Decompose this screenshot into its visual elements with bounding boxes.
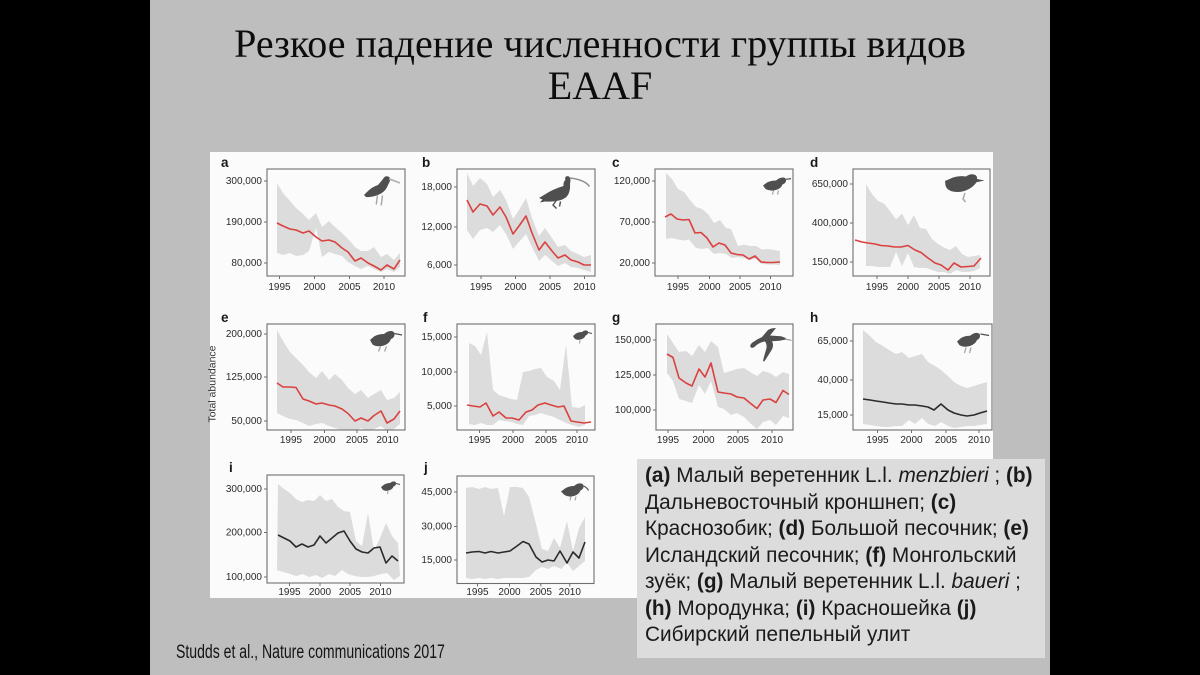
- svg-text:f: f: [423, 310, 428, 325]
- svg-text:2005: 2005: [935, 435, 958, 446]
- svg-text:100,000: 100,000: [226, 572, 263, 583]
- svg-text:2000: 2000: [309, 587, 332, 598]
- svg-text:125,000: 125,000: [226, 372, 263, 383]
- svg-text:65,000: 65,000: [817, 336, 848, 347]
- svg-text:2010: 2010: [376, 435, 399, 446]
- svg-text:Total abundance: Total abundance: [207, 345, 219, 422]
- svg-text:1995: 1995: [866, 435, 889, 446]
- svg-text:2010: 2010: [959, 282, 982, 293]
- svg-text:2010: 2010: [373, 282, 396, 293]
- svg-text:h: h: [810, 310, 818, 325]
- svg-text:1995: 1995: [466, 587, 489, 598]
- svg-text:2000: 2000: [498, 587, 521, 598]
- svg-text:40,000: 40,000: [817, 375, 848, 386]
- svg-text:15,000: 15,000: [421, 332, 452, 343]
- svg-text:125,000: 125,000: [615, 370, 652, 381]
- svg-text:15,000: 15,000: [817, 410, 848, 421]
- svg-text:50,000: 50,000: [231, 416, 262, 427]
- svg-text:1995: 1995: [866, 282, 889, 293]
- svg-text:120,000: 120,000: [614, 176, 651, 187]
- svg-text:e: e: [221, 310, 229, 325]
- svg-text:2005: 2005: [729, 282, 752, 293]
- svg-text:2010: 2010: [761, 435, 784, 446]
- svg-text:c: c: [612, 155, 620, 170]
- svg-text:70,000: 70,000: [619, 217, 650, 228]
- svg-text:2005: 2005: [346, 435, 369, 446]
- svg-text:2010: 2010: [559, 587, 582, 598]
- svg-text:18,000: 18,000: [421, 182, 452, 193]
- svg-text:2000: 2000: [692, 435, 715, 446]
- svg-text:2000: 2000: [698, 282, 721, 293]
- svg-text:400,000: 400,000: [812, 218, 849, 229]
- svg-text:10,000: 10,000: [421, 367, 452, 378]
- svg-text:2000: 2000: [900, 435, 923, 446]
- svg-text:2005: 2005: [535, 435, 558, 446]
- svg-text:2000: 2000: [897, 282, 920, 293]
- svg-text:190,000: 190,000: [226, 217, 263, 228]
- svg-text:1995: 1995: [470, 282, 493, 293]
- svg-text:5,000: 5,000: [427, 401, 452, 412]
- svg-text:2010: 2010: [968, 435, 991, 446]
- svg-text:2010: 2010: [369, 587, 392, 598]
- svg-text:6,000: 6,000: [427, 260, 452, 271]
- svg-text:2000: 2000: [504, 282, 527, 293]
- svg-text:1995: 1995: [268, 282, 291, 293]
- svg-text:80,000: 80,000: [231, 258, 262, 269]
- svg-text:d: d: [810, 155, 818, 170]
- svg-text:200,000: 200,000: [226, 528, 263, 539]
- svg-text:1995: 1995: [667, 282, 690, 293]
- svg-text:1995: 1995: [278, 587, 301, 598]
- svg-text:2005: 2005: [339, 587, 362, 598]
- svg-text:j: j: [423, 460, 428, 475]
- svg-text:200,000: 200,000: [226, 329, 263, 340]
- svg-text:2005: 2005: [338, 282, 361, 293]
- svg-text:1995: 1995: [280, 435, 303, 446]
- svg-text:300,000: 300,000: [226, 484, 263, 495]
- svg-text:i: i: [229, 460, 233, 475]
- svg-text:g: g: [612, 310, 620, 325]
- svg-text:100,000: 100,000: [615, 405, 652, 416]
- svg-text:2005: 2005: [539, 282, 562, 293]
- svg-text:30,000: 30,000: [421, 522, 452, 533]
- svg-text:300,000: 300,000: [226, 176, 263, 187]
- svg-text:2000: 2000: [303, 282, 326, 293]
- svg-text:2000: 2000: [313, 435, 336, 446]
- svg-text:150,000: 150,000: [615, 335, 652, 346]
- svg-text:2010: 2010: [566, 435, 589, 446]
- svg-text:15,000: 15,000: [421, 555, 452, 566]
- svg-text:1995: 1995: [657, 435, 680, 446]
- svg-text:12,000: 12,000: [421, 222, 452, 233]
- svg-text:2000: 2000: [502, 435, 525, 446]
- svg-text:45,000: 45,000: [421, 487, 452, 498]
- svg-text:650,000: 650,000: [812, 179, 849, 190]
- svg-text:b: b: [422, 155, 430, 170]
- svg-text:a: a: [221, 155, 229, 170]
- svg-text:2005: 2005: [727, 435, 750, 446]
- svg-text:150,000: 150,000: [812, 257, 849, 268]
- svg-text:20,000: 20,000: [619, 258, 650, 269]
- svg-text:2010: 2010: [759, 282, 782, 293]
- svg-text:2010: 2010: [573, 282, 596, 293]
- svg-text:2005: 2005: [530, 587, 553, 598]
- svg-text:1995: 1995: [468, 435, 491, 446]
- svg-text:2005: 2005: [928, 282, 951, 293]
